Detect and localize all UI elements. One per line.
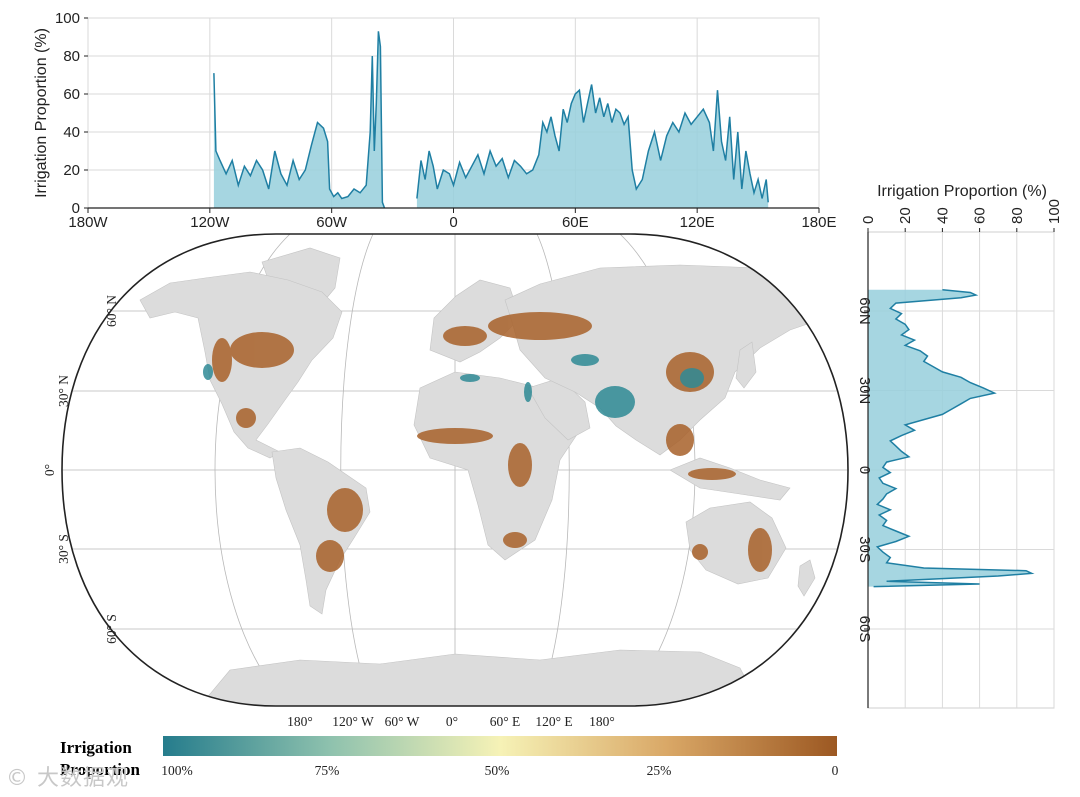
land-maritime-se-asia xyxy=(669,457,791,501)
top-xtick-label: 180E xyxy=(801,214,836,231)
hotspot-europe-west xyxy=(443,326,487,346)
land-japan xyxy=(735,341,757,389)
top-x-ticks: 180W 120W 60W 0 60E 120E 180E xyxy=(68,208,837,231)
top-series xyxy=(213,31,769,209)
hotspot-sahel xyxy=(417,428,493,444)
right-ytick-label: 30N xyxy=(856,377,873,405)
lon-label-180e: 180° xyxy=(589,714,615,729)
land-new-zealand xyxy=(797,559,816,597)
top-xtick-label: 60E xyxy=(562,214,589,231)
top-ytick-label: 0 xyxy=(72,200,80,217)
right-ytick-label: 0 xyxy=(856,466,873,474)
right-xtick-label: 0 xyxy=(860,216,877,224)
land-north-america xyxy=(139,271,343,459)
hotspot-mexico xyxy=(236,408,256,428)
top-line-segment-1 xyxy=(213,31,386,209)
right-xtick-label: 80 xyxy=(1009,207,1026,224)
lon-label-60w: 60° W xyxy=(385,714,420,729)
top-chart: 0 20 40 60 80 100 180W 120W 60W 0 60E 120E 180E Irr… xyxy=(33,10,837,231)
lon-label-0: 0° xyxy=(446,714,458,729)
colorbar-tick-50: 50% xyxy=(485,763,510,778)
colorbar-tick-25: 25% xyxy=(647,763,672,778)
right-area xyxy=(868,289,1032,587)
top-xtick-label: 60W xyxy=(316,214,348,231)
lat-label-30s: 30° S xyxy=(56,534,71,564)
colorbar-title-line-2: Proportion xyxy=(60,760,141,779)
hotspot-us-california xyxy=(203,364,213,380)
hotspot-mediterranean xyxy=(460,374,480,382)
top-ytick-label: 40 xyxy=(63,124,80,141)
top-y-ticks: 0 20 40 60 80 100 xyxy=(55,10,88,217)
hotspot-australia-sw xyxy=(692,544,708,560)
right-chart: Irrigation Proportion (%) 0 20 40 60 80 100 6… xyxy=(856,183,1063,709)
right-ytick-label: 60S xyxy=(856,616,873,643)
hotspot-se-asia xyxy=(666,424,694,456)
right-x-ticks: 0 20 40 60 80 100 xyxy=(860,199,1063,232)
top-ytick-label: 60 xyxy=(63,86,80,103)
top-area-segment-2 xyxy=(416,84,769,208)
irrigation-hotspots xyxy=(203,312,772,572)
hotspot-nile xyxy=(524,382,532,402)
world-map: 60° N 30° N 0° 30° S 60° S 180° 120° W 6… xyxy=(42,233,849,729)
right-series xyxy=(868,289,1035,588)
lat-label-30n: 30° N xyxy=(56,375,71,407)
right-x-axis-label: Irrigation Proportion (%) xyxy=(877,183,1047,200)
hotspot-us-west xyxy=(212,338,232,382)
right-y-ticks: 60N 30N 0 30S 60S xyxy=(856,297,873,642)
map-lon-labels: 180° 120° W 60° W 0° 60° E 120° E 180° xyxy=(287,714,615,729)
lon-label-120w: 120° W xyxy=(332,714,374,729)
watermark: © 大数据观 xyxy=(6,766,129,791)
colorbar-ramp xyxy=(163,736,837,756)
top-xtick-label: 0 xyxy=(449,214,457,231)
top-area-segment-1 xyxy=(213,31,385,208)
top-ytick-label: 20 xyxy=(63,162,80,179)
lat-label-0: 0° xyxy=(42,464,57,476)
right-xtick-label: 100 xyxy=(1046,199,1063,224)
lat-label-60s: 60° S xyxy=(104,614,119,644)
hotspot-north-china-plain xyxy=(680,368,704,388)
hotspot-australia-east xyxy=(748,528,772,572)
right-ytick-label: 60N xyxy=(856,297,873,325)
top-xtick-label: 180W xyxy=(68,214,108,231)
map-land xyxy=(139,247,826,706)
right-xtick-label: 20 xyxy=(897,207,914,224)
right-line xyxy=(873,289,1035,588)
land-asia xyxy=(504,264,826,456)
hotspot-argentina xyxy=(316,540,344,572)
hotspot-central-asia xyxy=(571,354,599,366)
top-y-axis-label: Irrigation Proportion (%) xyxy=(33,28,50,198)
hotspot-india xyxy=(595,386,635,418)
top-ytick-label: 100 xyxy=(55,10,80,27)
hotspot-us-midwest xyxy=(230,332,294,368)
hotspot-east-africa xyxy=(508,443,532,487)
map-border xyxy=(61,233,849,707)
top-xtick-label: 120W xyxy=(190,214,230,231)
map-content xyxy=(62,234,848,706)
hotspot-indonesia xyxy=(688,468,736,480)
lat-label-60n: 60° N xyxy=(104,295,119,327)
colorbar: Irrigation Proportion 100% 75% 50% 25% 0 xyxy=(60,736,839,779)
right-xtick-label: 60 xyxy=(972,207,989,224)
hotspot-southern-africa xyxy=(503,532,527,548)
top-xtick-label: 120E xyxy=(680,214,715,231)
right-xtick-label: 40 xyxy=(934,207,951,224)
colorbar-tick-0: 0 xyxy=(832,763,839,778)
lon-label-60e: 60° E xyxy=(490,714,521,729)
hotspot-europe-east xyxy=(488,312,592,340)
lon-label-120e: 120° E xyxy=(535,714,572,729)
lon-label-180w: 180° xyxy=(287,714,313,729)
map-lat-labels: 60° N 30° N 0° 30° S 60° S xyxy=(42,295,119,644)
top-ytick-label: 80 xyxy=(63,48,80,65)
colorbar-tick-100: 100% xyxy=(161,763,193,778)
right-ytick-label: 30S xyxy=(856,536,873,563)
colorbar-tick-75: 75% xyxy=(315,763,340,778)
hotspot-brazil xyxy=(327,488,363,532)
top-line-segment-2 xyxy=(416,84,769,203)
land-africa xyxy=(413,371,581,561)
colorbar-title-line-1: Irrigation xyxy=(60,738,132,757)
